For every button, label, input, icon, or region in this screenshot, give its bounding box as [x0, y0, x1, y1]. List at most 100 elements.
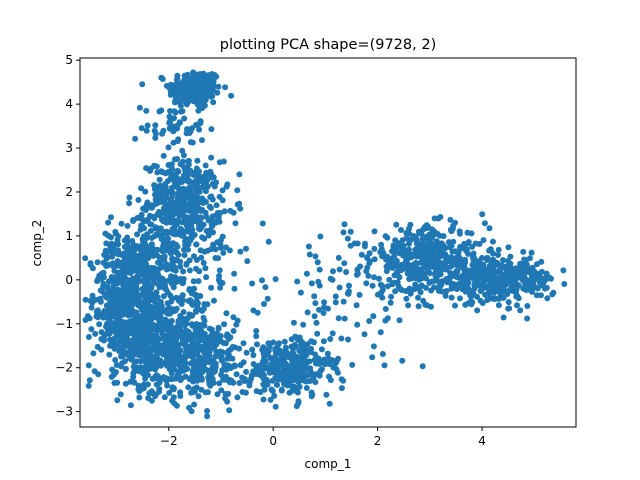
scatter-point — [120, 250, 127, 257]
scatter-point — [379, 253, 386, 260]
scatter-point — [174, 167, 181, 174]
scatter-point — [447, 216, 454, 223]
scatter-point — [462, 256, 469, 263]
scatter-point — [398, 249, 405, 256]
scatter-point — [317, 368, 324, 375]
scatter-point — [208, 380, 215, 387]
scatter-point — [230, 314, 237, 321]
scatter-point — [244, 258, 251, 265]
scatter-point — [103, 323, 109, 330]
scatter-point — [280, 351, 287, 358]
scatter-point — [180, 218, 187, 225]
scatter-point — [311, 293, 318, 300]
scatter-point — [402, 288, 409, 294]
scatter-point — [450, 238, 457, 245]
scatter-point — [180, 279, 187, 286]
scatter-point — [371, 256, 378, 263]
scatter-point — [524, 303, 531, 309]
scatter-point — [429, 226, 435, 233]
scatter-point — [405, 302, 412, 309]
scatter-point — [199, 206, 206, 213]
scatter-point — [212, 246, 219, 253]
scatter-point — [338, 376, 345, 383]
scatter-point — [169, 247, 176, 254]
scatter-point — [113, 319, 120, 326]
scatter-point — [191, 331, 198, 338]
scatter-point — [215, 276, 222, 283]
scatter-point — [104, 254, 111, 261]
scatter-point — [222, 395, 229, 402]
scatter-point — [126, 322, 132, 329]
scatter-point — [222, 84, 229, 91]
y-tick-label: 3 — [65, 141, 73, 155]
scatter-point — [174, 122, 181, 129]
scatter-point — [389, 248, 395, 255]
scatter-point — [421, 256, 428, 263]
scatter-point — [136, 329, 142, 336]
scatter-point — [526, 286, 533, 293]
scatter-point — [224, 355, 231, 362]
scatter-point — [176, 298, 183, 304]
scatter-point — [112, 307, 119, 314]
scatter-point — [173, 357, 180, 364]
scatter-point — [181, 252, 188, 259]
scatter-point — [130, 287, 137, 294]
scatter-point — [186, 267, 193, 274]
scatter-point — [220, 158, 227, 165]
scatter-point — [104, 262, 111, 269]
scatter-point — [172, 375, 179, 382]
scatter-point — [159, 233, 166, 240]
scatter-point — [249, 346, 256, 353]
scatter-point — [253, 333, 260, 340]
scatter-point — [180, 309, 187, 315]
scatter-point — [384, 283, 391, 290]
scatter-point — [379, 294, 386, 301]
scatter-point — [195, 107, 202, 114]
scatter-point — [260, 381, 267, 388]
scatter-point — [117, 363, 124, 370]
scatter-point — [164, 306, 171, 313]
scatter-point — [94, 343, 101, 350]
scatter-point — [142, 248, 148, 255]
scatter-point — [151, 341, 158, 348]
scatter-point — [391, 252, 398, 259]
scatter-point — [265, 238, 272, 245]
y-tick-label: 4 — [65, 97, 73, 111]
scatter-point — [269, 359, 276, 365]
y-tick-label: −2 — [55, 361, 73, 375]
scatter-point — [201, 235, 208, 242]
scatter-point — [178, 200, 185, 206]
scatter-point — [110, 283, 117, 290]
scatter-point — [148, 352, 155, 359]
scatter-point — [263, 376, 270, 383]
scatter-point — [159, 76, 166, 82]
scatter-point — [370, 343, 377, 350]
scatter-point — [482, 291, 489, 298]
scatter-point — [418, 275, 425, 281]
scatter-point — [391, 272, 398, 279]
scatter-point — [195, 300, 201, 307]
scatter-point — [85, 334, 92, 340]
scatter-point — [514, 302, 520, 309]
scatter-point — [403, 295, 410, 302]
scatter-point — [178, 232, 185, 239]
scatter-point — [230, 328, 237, 334]
scatter-point — [491, 280, 497, 287]
scatter-point — [521, 256, 528, 263]
scatter-point — [147, 264, 154, 271]
scatter-point — [207, 194, 214, 200]
scatter-point — [223, 349, 230, 356]
scatter-point — [216, 351, 223, 358]
scatter-point — [428, 230, 435, 237]
scatter-point — [148, 221, 155, 228]
scatter-point — [203, 366, 210, 373]
scatter-point — [431, 215, 438, 222]
scatter-point — [216, 380, 223, 387]
scatter-point — [193, 292, 200, 299]
scatter-point — [169, 339, 176, 345]
scatter-point — [186, 216, 193, 223]
scatter-point — [272, 369, 279, 376]
scatter-point — [167, 125, 174, 132]
scatter-point — [549, 291, 556, 298]
